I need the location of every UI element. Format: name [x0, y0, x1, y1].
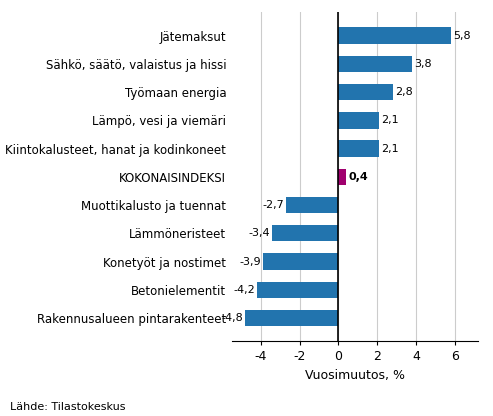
Bar: [339, 27, 451, 44]
Bar: [339, 84, 393, 100]
Text: 2,8: 2,8: [395, 87, 413, 97]
Text: -4,2: -4,2: [233, 285, 255, 295]
Bar: [273, 225, 339, 241]
Bar: [263, 253, 339, 270]
Text: 2,1: 2,1: [381, 144, 399, 154]
Bar: [246, 310, 339, 326]
Text: 5,8: 5,8: [453, 31, 471, 41]
Text: 3,8: 3,8: [414, 59, 432, 69]
Bar: [339, 112, 379, 129]
Text: 2,1: 2,1: [381, 115, 399, 125]
Text: -3,4: -3,4: [249, 228, 271, 238]
Text: Lähde: Tilastokeskus: Lähde: Tilastokeskus: [10, 402, 125, 412]
Text: -3,9: -3,9: [239, 257, 261, 267]
Bar: [339, 140, 379, 157]
Text: 0,4: 0,4: [348, 172, 368, 182]
X-axis label: Vuosimuutos, %: Vuosimuutos, %: [305, 369, 405, 382]
Text: -2,7: -2,7: [262, 200, 284, 210]
Bar: [339, 56, 412, 72]
Bar: [286, 197, 339, 213]
Text: -4,8: -4,8: [222, 313, 244, 323]
Bar: [257, 282, 339, 298]
Bar: [339, 168, 346, 185]
